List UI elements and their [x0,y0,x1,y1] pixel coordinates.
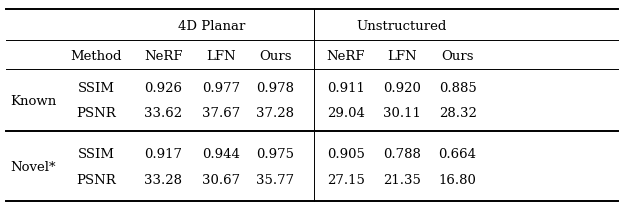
Text: 4D Planar: 4D Planar [177,20,245,33]
Text: 37.67: 37.67 [202,107,240,120]
Text: 16.80: 16.80 [438,174,477,187]
Text: 29.04: 29.04 [326,107,365,120]
Text: 0.788: 0.788 [383,148,421,161]
Text: PSNR: PSNR [76,107,116,120]
Text: 0.911: 0.911 [326,82,365,95]
Text: Known: Known [10,95,56,107]
Text: NeRF: NeRF [326,50,365,63]
Text: LFN: LFN [387,50,417,63]
Text: 0.920: 0.920 [383,82,421,95]
Text: PSNR: PSNR [76,174,116,187]
Text: 0.978: 0.978 [256,82,294,95]
Text: NeRF: NeRF [144,50,182,63]
Text: SSIM: SSIM [77,82,115,95]
Text: 28.32: 28.32 [438,107,477,120]
Text: 21.35: 21.35 [383,174,421,187]
Text: 0.917: 0.917 [144,148,182,161]
Text: 0.944: 0.944 [202,148,240,161]
Text: 0.664: 0.664 [438,148,477,161]
Text: 33.62: 33.62 [144,107,182,120]
Text: Novel*: Novel* [10,161,56,174]
Text: 30.67: 30.67 [202,174,240,187]
Text: 27.15: 27.15 [326,174,365,187]
Text: 33.28: 33.28 [144,174,182,187]
Text: 0.975: 0.975 [256,148,294,161]
Text: Ours: Ours [259,50,291,63]
Text: Unstructured: Unstructured [356,20,447,33]
Text: 0.905: 0.905 [326,148,365,161]
Text: 30.11: 30.11 [383,107,421,120]
Text: 0.926: 0.926 [144,82,182,95]
Text: 37.28: 37.28 [256,107,294,120]
Text: 35.77: 35.77 [256,174,294,187]
Text: Method: Method [70,50,122,63]
Text: 0.885: 0.885 [439,82,476,95]
Text: Ours: Ours [442,50,474,63]
Text: SSIM: SSIM [77,148,115,161]
Text: LFN: LFN [206,50,236,63]
Text: 0.977: 0.977 [202,82,240,95]
